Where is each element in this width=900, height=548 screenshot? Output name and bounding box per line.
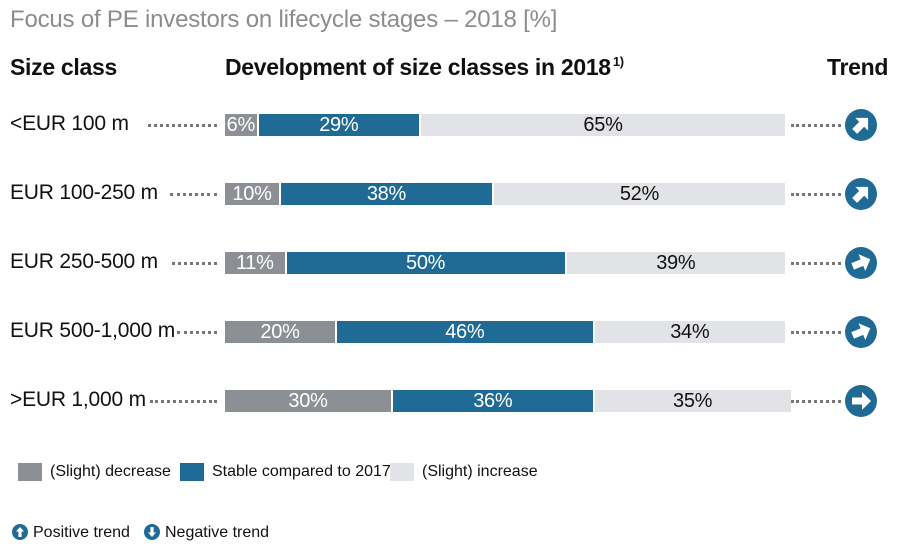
row-5-decrease-segment: 30% [225,390,393,412]
row-4-stable-segment: 46% [337,321,595,343]
row-3-right-leader [791,262,841,265]
row-1-increase-segment: 65% [421,114,785,136]
legend-swatch-decrease [18,463,42,481]
positive-trend-icon [12,524,28,540]
row-3-stable-segment: 50% [286,252,567,274]
development-header: Development of size classes in 2018 1) [225,54,624,81]
row-4-decrease-segment: 20% [225,321,337,343]
legend-label-increase: (Slight) increase [422,463,538,480]
row-1-right-leader [791,124,841,127]
row-4-trend-arrow-icon [845,316,877,348]
development-header-text: Development of size classes in 2018 [225,54,611,80]
row-3-left-leader [172,262,217,265]
row-3-decrease-segment: 11% [225,252,287,274]
legend-label-decrease: (Slight) decrease [50,463,171,480]
footnote-marker: 1) [612,54,624,69]
legend-swatch-increase [390,463,414,481]
row-2-increase-segment: 52% [493,183,785,205]
row-5-increase-segment: 35% [594,390,791,412]
row-5-right-leader [791,400,841,403]
row-2-stable-segment: 38% [281,183,494,205]
row-4-increase-segment: 34% [594,321,785,343]
row-1-stable-segment: 29% [258,114,421,136]
row-3-label: EUR 250-500 m [10,250,158,273]
row-4-left-leader [177,331,217,334]
size-class-header: Size class [10,54,117,80]
row-1-decrease-segment: 6% [225,114,259,136]
row-2-trend-arrow-icon [845,178,877,210]
row-3-increase-segment: 39% [566,252,785,274]
legend-label-stable: Stable compared to 2017 [212,463,391,480]
legend-swatch-stable [180,463,204,481]
row-3-trend-arrow-icon [845,247,877,279]
trend-header: Trend [827,54,889,80]
negative-trend-icon [144,524,160,540]
row-5-label: >EUR 1,000 m [10,388,146,411]
row-4-right-leader [791,331,841,334]
row-2-left-leader [170,193,217,196]
row-2-decrease-segment: 10% [225,183,281,205]
positive-trend-label: Positive trend [33,524,130,541]
negative-trend-label: Negative trend [165,524,270,541]
row-2-label: EUR 100-250 m [10,181,158,204]
row-5-trend-arrow-icon [845,385,877,417]
row-1-trend-arrow-icon [845,109,877,141]
row-4-label: EUR 500-1,000 m [10,319,176,342]
row-1-label: <EUR 100 m [10,112,129,135]
row-5-stable-segment: 36% [393,390,595,412]
chart-title: Focus of PE investors on lifecycle stage… [10,6,558,33]
row-2-right-leader [791,193,841,196]
row-1-left-leader [148,124,217,127]
row-5-left-leader [150,400,217,403]
